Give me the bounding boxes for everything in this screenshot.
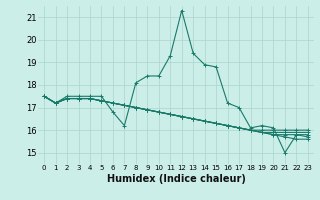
X-axis label: Humidex (Indice chaleur): Humidex (Indice chaleur) <box>107 174 245 184</box>
